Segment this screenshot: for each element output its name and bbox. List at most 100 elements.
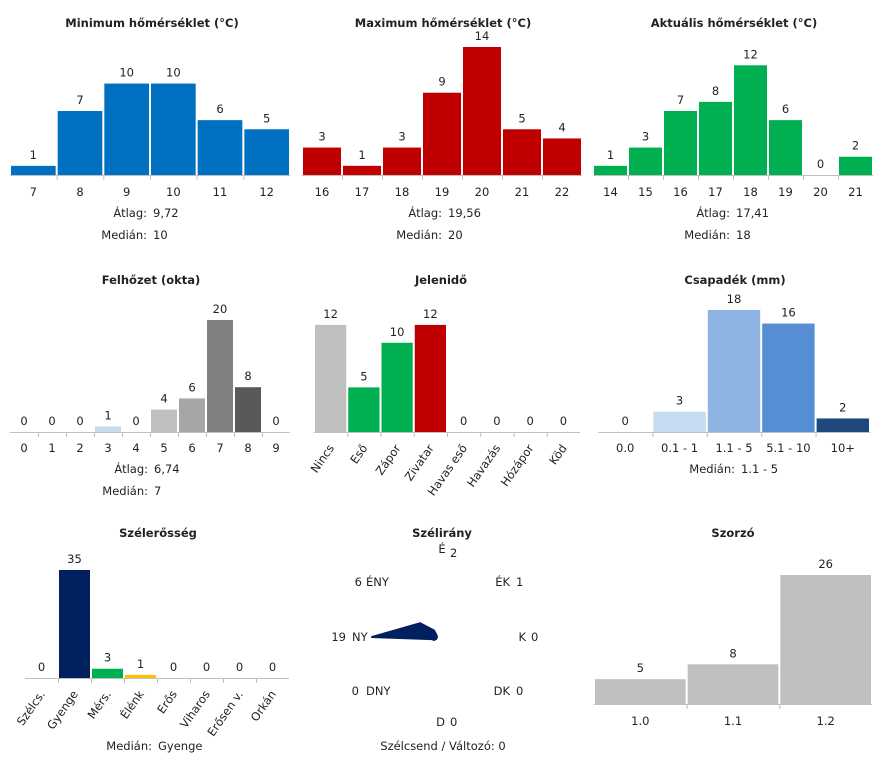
data-label: 7 bbox=[677, 93, 684, 107]
bar bbox=[503, 129, 541, 175]
calm-variable-count: Szélcsend / Változó: 0 bbox=[380, 739, 505, 753]
data-label: 0 bbox=[38, 660, 45, 674]
bar bbox=[699, 101, 732, 175]
data-label: 3 bbox=[676, 394, 683, 408]
category-label: 8 bbox=[76, 185, 83, 199]
bar bbox=[707, 310, 761, 432]
direction-value: 19 bbox=[331, 630, 346, 644]
category-label: Hózápor bbox=[498, 441, 537, 488]
data-label: 0 bbox=[132, 414, 139, 428]
data-label: 6 bbox=[188, 380, 195, 394]
data-label: 0 bbox=[526, 414, 533, 428]
stat-value: 7 bbox=[154, 484, 161, 498]
bar bbox=[734, 65, 767, 175]
chart-title: Szélerősség bbox=[119, 526, 197, 540]
data-label: 6 bbox=[216, 102, 223, 116]
stat-value: 17,41 bbox=[736, 206, 769, 220]
category-label: 5.1 - 10 bbox=[766, 441, 810, 455]
category-label: 7 bbox=[30, 185, 37, 199]
bar bbox=[235, 387, 261, 432]
data-label: 3 bbox=[318, 130, 325, 144]
bar bbox=[780, 575, 871, 704]
data-label: 6 bbox=[782, 102, 789, 116]
direction-label: DK bbox=[494, 684, 511, 698]
category-label: Havazás bbox=[464, 442, 503, 490]
category-label: Mérs. bbox=[84, 688, 113, 722]
bar bbox=[315, 324, 347, 432]
category-label: Eső bbox=[347, 442, 370, 467]
bar bbox=[343, 165, 381, 175]
stat-label: Medián: bbox=[396, 228, 442, 242]
data-label: 5 bbox=[263, 111, 270, 125]
bar bbox=[595, 679, 686, 704]
direction-label: É bbox=[438, 541, 445, 556]
data-label: 0 bbox=[20, 414, 27, 428]
stat-label: Átlag: bbox=[113, 205, 147, 220]
stat-label: Átlag: bbox=[696, 205, 730, 220]
bar bbox=[816, 418, 869, 432]
direction-label: K bbox=[518, 630, 526, 644]
data-label: 1 bbox=[137, 657, 144, 671]
direction-value: 0 bbox=[516, 684, 523, 698]
stat-value: 1.1 - 5 bbox=[741, 462, 778, 476]
category-label: 10+ bbox=[831, 441, 855, 455]
category-label: 3 bbox=[104, 441, 111, 455]
chart-title: Szorzó bbox=[711, 526, 754, 540]
category-label: Zápor bbox=[373, 441, 404, 477]
category-label: 1.1 bbox=[724, 714, 742, 728]
data-label: 12 bbox=[423, 307, 438, 321]
bar bbox=[151, 409, 177, 432]
bar bbox=[653, 411, 706, 432]
data-label: 0 bbox=[48, 414, 55, 428]
bar bbox=[414, 324, 446, 432]
category-label: 5 bbox=[160, 441, 167, 455]
category-label: 1.1 - 5 bbox=[715, 441, 752, 455]
category-label: 21 bbox=[848, 185, 863, 199]
data-label: 1 bbox=[358, 148, 365, 162]
bar bbox=[59, 570, 90, 678]
data-label: 0 bbox=[76, 414, 83, 428]
data-label: 8 bbox=[712, 84, 719, 98]
data-label: 4 bbox=[160, 392, 167, 406]
direction-label: NY bbox=[352, 630, 369, 644]
data-label: 9 bbox=[438, 75, 445, 89]
bar bbox=[197, 120, 243, 175]
data-label: 26 bbox=[818, 557, 833, 571]
chart-title: Szélirány bbox=[412, 526, 472, 540]
stat-value: Gyenge bbox=[158, 739, 202, 753]
data-label: 35 bbox=[67, 552, 82, 566]
direction-value: 0 bbox=[531, 630, 538, 644]
bar bbox=[57, 111, 103, 175]
bar bbox=[92, 668, 123, 678]
stat-value: 10 bbox=[153, 228, 168, 242]
category-label: 1.0 bbox=[631, 714, 649, 728]
category-label: Zivatar bbox=[402, 441, 437, 483]
chart-title: Aktuális hőmérséklet (°C) bbox=[651, 16, 818, 30]
data-label: 1 bbox=[104, 408, 111, 422]
direction-value: 0 bbox=[450, 715, 457, 729]
direction-label: DNY bbox=[366, 684, 391, 698]
bar bbox=[348, 387, 380, 432]
category-label: 11 bbox=[213, 185, 228, 199]
category-label: 6 bbox=[188, 441, 195, 455]
bar bbox=[629, 147, 662, 175]
stat-value: 6,74 bbox=[154, 462, 180, 476]
category-label: 7 bbox=[216, 441, 223, 455]
stat-label: Medián: bbox=[689, 462, 735, 476]
data-label: 5 bbox=[518, 111, 525, 125]
data-label: 0 bbox=[203, 660, 210, 674]
bar bbox=[11, 165, 56, 175]
direction-value: 0 bbox=[352, 684, 359, 698]
direction-label: D bbox=[436, 715, 445, 729]
category-label: 14 bbox=[603, 185, 618, 199]
stat-label: Átlag: bbox=[408, 205, 442, 220]
bar bbox=[839, 156, 872, 175]
category-label: 15 bbox=[638, 185, 653, 199]
stat-value: 18 bbox=[736, 228, 751, 242]
direction-value: 6 bbox=[355, 575, 362, 589]
category-label: 0.1 - 1 bbox=[661, 441, 698, 455]
data-label: 12 bbox=[743, 47, 758, 61]
category-label: Viharos bbox=[177, 688, 213, 731]
data-label: 0 bbox=[236, 660, 243, 674]
